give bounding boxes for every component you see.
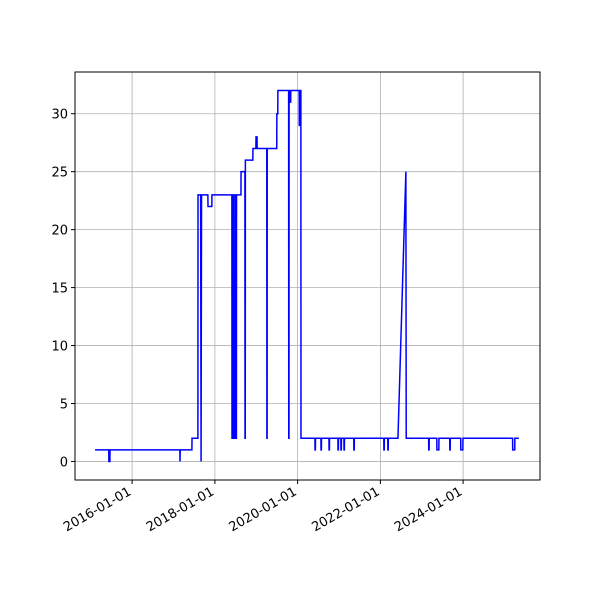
x-tick-label: 2018-01-01 — [144, 484, 217, 535]
y-tick-label: 15 — [51, 282, 68, 297]
y-tick-label: 20 — [51, 224, 68, 239]
plot-frame — [74, 71, 541, 481]
x-tick-label: 2020-01-01 — [227, 484, 300, 535]
x-tick-label: 2024-01-01 — [392, 484, 465, 535]
y-tick-label: 30 — [51, 108, 68, 123]
y-tick-label: 10 — [51, 340, 68, 355]
y-tick-label: 25 — [51, 166, 68, 181]
data-line — [95, 89, 519, 463]
y-tick-label: 5 — [60, 398, 68, 413]
x-tick-label: 2022-01-01 — [309, 484, 382, 535]
y-tick-label: 0 — [60, 455, 68, 470]
x-tick-label: 2016-01-01 — [61, 484, 134, 535]
